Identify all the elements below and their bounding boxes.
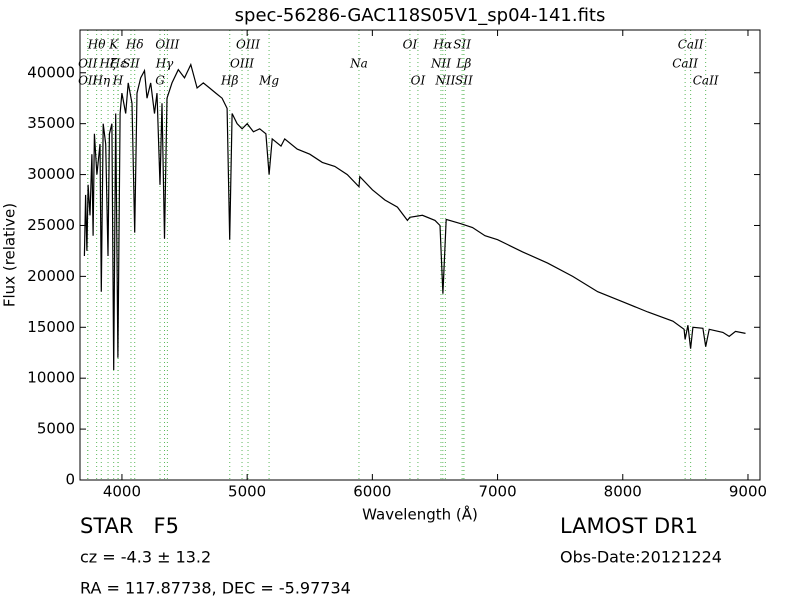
line-label: Mg	[258, 74, 279, 88]
line-label: Hα	[433, 38, 453, 52]
line-label: Hθ	[87, 38, 106, 52]
line-label: Lβ	[455, 57, 471, 71]
line-label: OI	[411, 74, 426, 88]
line-label: Hβ	[220, 74, 238, 88]
line-label: Hδ	[125, 38, 144, 52]
x-tick-label: 9000	[729, 483, 767, 501]
line-label: Hε	[109, 57, 127, 71]
line-label: Na	[349, 57, 368, 71]
line-label: OIII	[155, 38, 179, 52]
y-tick-label: 25000	[27, 216, 75, 234]
y-axis-label: Flux (relative)	[1, 203, 19, 307]
line-label: NII	[430, 57, 451, 71]
spectrum-line	[83, 62, 746, 371]
line-label: Hγ	[155, 57, 174, 71]
line-label: SII	[455, 74, 473, 88]
line-label: Hη	[91, 74, 110, 88]
line-label: OI	[403, 38, 418, 52]
x-tick-label: 4000	[103, 483, 141, 501]
coordinates: RA = 117.87738, DEC = -5.97734	[80, 579, 351, 598]
line-label: G	[155, 74, 165, 88]
line-label: NII	[434, 74, 455, 88]
line-label: H	[112, 74, 124, 88]
line-label: K	[108, 38, 119, 52]
line-label: Hζ	[99, 57, 118, 71]
plot-frame	[79, 29, 761, 481]
y-tick-label: 30000	[27, 165, 75, 183]
y-tick-label: 35000	[27, 114, 75, 132]
x-tick-label: 7000	[478, 483, 516, 501]
obs-date: Obs-Date:20121224	[560, 548, 722, 567]
line-label: CaII	[693, 74, 719, 88]
y-tick-label: 10000	[27, 369, 75, 387]
survey: LAMOST DR1	[560, 514, 698, 538]
chart-title: spec-56286-GAC118S05V1_sp04-141.fits	[235, 5, 606, 26]
x-tick-label: 5000	[228, 483, 266, 501]
y-tick-label: 15000	[27, 318, 75, 336]
y-tick-label: 0	[65, 471, 75, 489]
line-label: SII	[122, 57, 140, 71]
y-tick-label: 5000	[37, 420, 75, 438]
y-tick-label: 40000	[27, 63, 75, 81]
object-class: STAR F5	[80, 514, 179, 538]
line-label: SII	[453, 38, 471, 52]
x-tick-label: 8000	[604, 483, 642, 501]
x-tick-label: 6000	[353, 483, 391, 501]
redshift: cz = -4.3 ± 13.2	[80, 548, 211, 567]
y-tick-label: 20000	[27, 267, 75, 285]
line-label: CaII	[672, 57, 698, 71]
x-axis-label: Wavelength (Å)	[362, 505, 478, 524]
line-label: OII	[78, 74, 98, 88]
line-label: OIII	[230, 57, 254, 71]
line-label: OIII	[236, 38, 260, 52]
line-label: OII	[78, 57, 98, 71]
line-label: CaII	[678, 38, 704, 52]
